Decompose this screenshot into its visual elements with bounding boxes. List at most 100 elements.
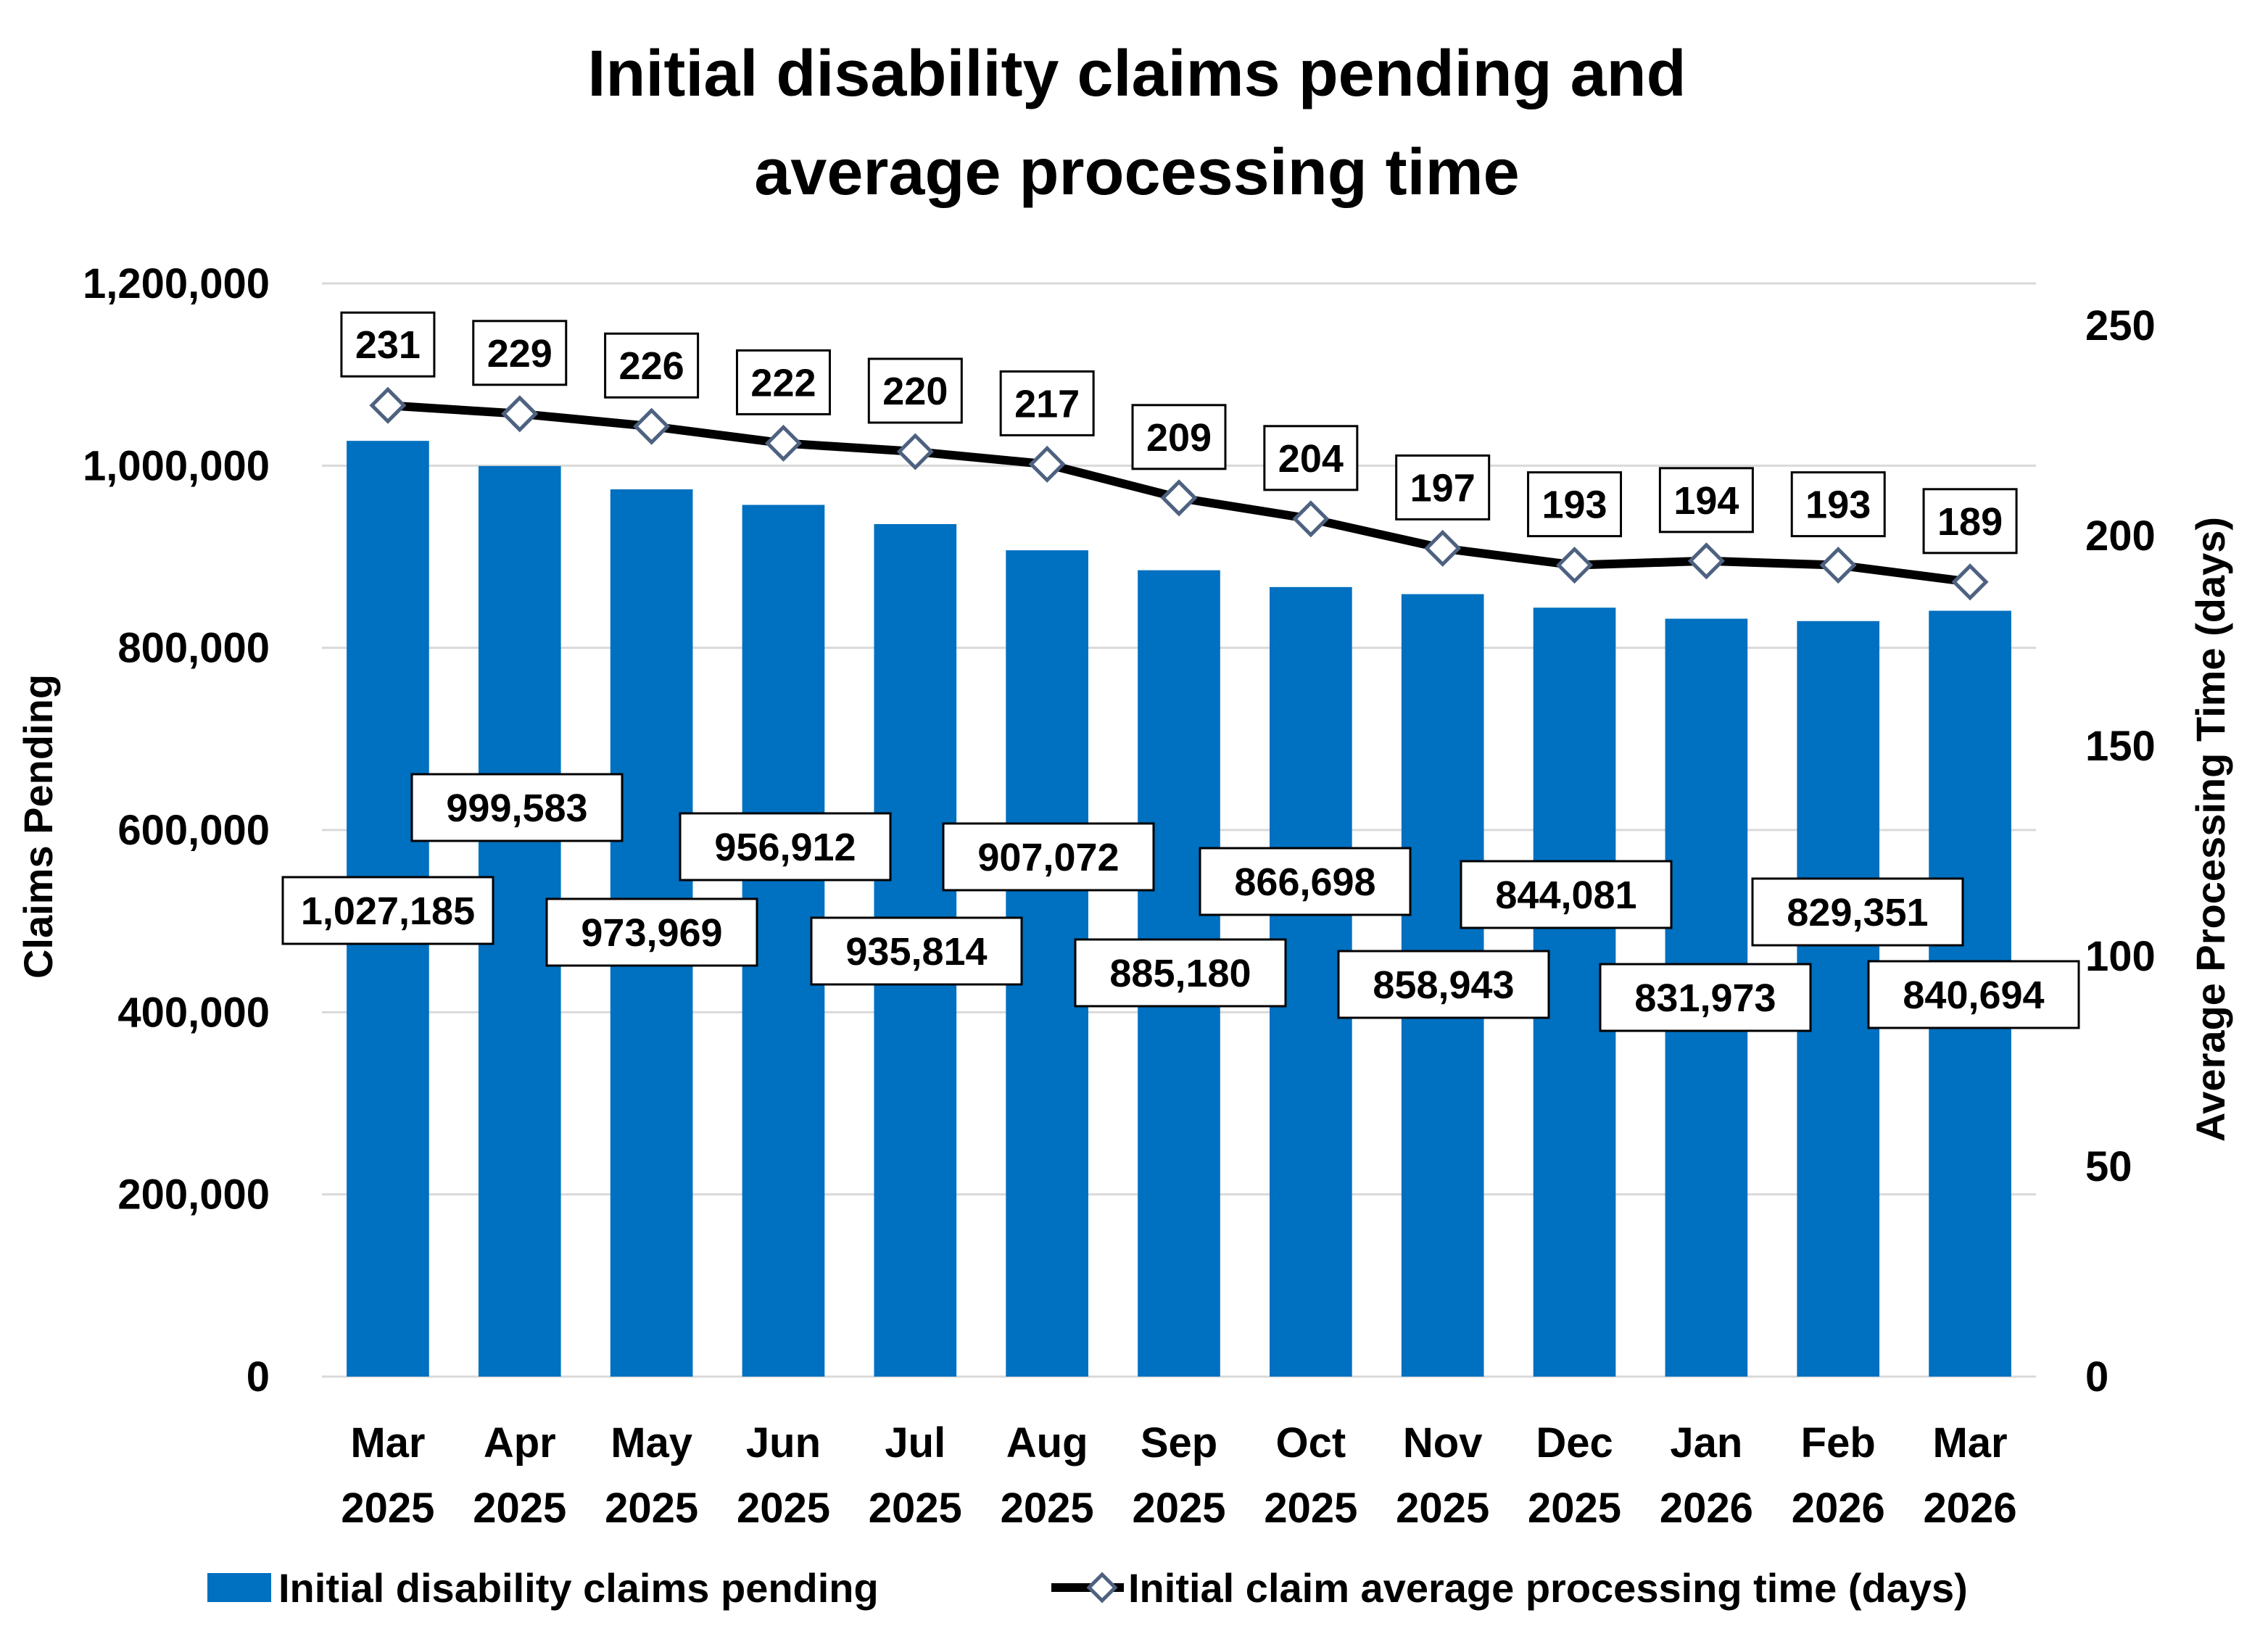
- y-tick-label: 1,000,000: [83, 442, 270, 489]
- diamond-marker: [1160, 479, 1198, 517]
- y-tick-label: 800,000: [117, 625, 270, 672]
- x-tick-label-year: 2025: [1264, 1485, 1357, 1532]
- line-data-label: 194: [1673, 479, 1739, 523]
- x-tick-label-month: Mar: [350, 1419, 425, 1466]
- x-tick-label-month: Aug: [1006, 1419, 1088, 1466]
- line-data-label: 193: [1541, 484, 1607, 527]
- x-tick-label-year: 2025: [1132, 1485, 1225, 1532]
- y-tick-label: 400,000: [117, 989, 270, 1036]
- y2-tick-label: 0: [2085, 1353, 2108, 1401]
- diamond-marker: [1951, 563, 1989, 601]
- bar-data-label: 973,969: [581, 911, 722, 955]
- diamond-marker: [1687, 542, 1725, 580]
- bar-data-label-box: [1199, 847, 1412, 916]
- bar-data-label: 866,698: [1234, 860, 1375, 904]
- line-data-label-box: [867, 357, 963, 424]
- bar-data-label-box: [1460, 860, 1673, 929]
- x-tick-label-month: Nov: [1403, 1419, 1483, 1466]
- x-tick-label-year: 2025: [473, 1485, 566, 1532]
- bar-data-label: 829,351: [1787, 891, 1928, 934]
- bar-data-label: 831,973: [1634, 976, 1776, 1020]
- line-data-label: 204: [1278, 437, 1344, 481]
- x-tick-label-month: Jun: [746, 1419, 821, 1466]
- bar-data-label: 844,081: [1495, 874, 1636, 917]
- diamond-marker: [1556, 547, 1594, 584]
- x-tick-label-month: Jan: [1670, 1419, 1742, 1466]
- bar-data-label: 858,943: [1373, 963, 1514, 1007]
- diamond-marker: [1819, 547, 1857, 584]
- chart-title-line-2: average processing time: [754, 136, 1519, 209]
- legend-label-bars: Initial disability claims pending: [278, 1565, 879, 1611]
- bar-data-label: 1,027,185: [301, 889, 475, 933]
- y2-tick-label: 100: [2085, 933, 2156, 980]
- line-data-label: 193: [1805, 484, 1871, 527]
- line-data-label: 209: [1146, 416, 1212, 460]
- x-tick-label-year: 2025: [869, 1485, 962, 1532]
- x-tick-label-year: 2026: [1792, 1485, 1885, 1532]
- line-data-label: 197: [1410, 466, 1476, 510]
- y-axis-title: Claims Pending: [15, 674, 61, 979]
- diamond-marker: [369, 386, 407, 424]
- bar-data-label: 956,912: [714, 826, 856, 869]
- chart-title-line-1: Initial disability claims pending and: [587, 38, 1686, 110]
- diamond-marker: [896, 433, 934, 470]
- line-data-label: 231: [355, 323, 421, 367]
- x-tick-label-month: May: [611, 1419, 692, 1466]
- line-data-label-box: [1790, 471, 1886, 538]
- y-tick-label: 0: [247, 1353, 270, 1401]
- y-tick-label: 200,000: [117, 1171, 270, 1219]
- diamond-marker: [1424, 529, 1462, 567]
- x-tick-label-year: 2026: [1660, 1485, 1753, 1532]
- bar-data-label-box: [1599, 963, 1812, 1032]
- x-tick-label-year: 2026: [1924, 1485, 2017, 1532]
- line-data-label-box: [1527, 471, 1623, 538]
- legend-swatch-bars: [207, 1573, 271, 1602]
- line-data-label: 222: [750, 361, 816, 405]
- bar-data-label-box: [545, 897, 758, 967]
- bar-data-label-box: [1751, 877, 1964, 947]
- bar-data-label: 885,180: [1109, 952, 1251, 995]
- y2-tick-label: 50: [2085, 1143, 2132, 1190]
- x-tick-label-month: Apr: [484, 1419, 556, 1466]
- bar-data-label-box: [1074, 938, 1287, 1008]
- line-data-label-box: [340, 311, 436, 378]
- line-data-label-box: [1658, 467, 1754, 534]
- line-data-label: 217: [1014, 382, 1080, 426]
- x-tick-label-year: 2025: [1001, 1485, 1094, 1532]
- line-data-label-box: [1131, 404, 1227, 470]
- line-data-label: 226: [619, 344, 684, 388]
- bar-data-label-box: [1337, 950, 1550, 1019]
- x-tick-label-month: Dec: [1536, 1419, 1613, 1466]
- bar-data-label: 999,583: [446, 787, 587, 830]
- bar-data-label-box: [410, 773, 624, 842]
- line-data-label: 229: [487, 332, 552, 376]
- bar-data-label-box: [281, 876, 494, 945]
- line-data-label-box: [735, 349, 831, 415]
- line-data-label-box: [1263, 425, 1359, 491]
- legend-label-line: Initial claim average processing time (d…: [1128, 1565, 1968, 1611]
- line-data-label-box: [1395, 454, 1491, 520]
- bar-data-label-box: [679, 812, 892, 881]
- line-data-label: 189: [1937, 500, 2003, 544]
- legend: Initial disability claims pending Initia…: [207, 1565, 1968, 1611]
- bar-data-label: 935,814: [845, 930, 987, 974]
- x-tick-label-year: 2025: [341, 1485, 434, 1532]
- line-data-label-box: [604, 332, 700, 399]
- bar-data-label-box: [942, 822, 1155, 892]
- y-tick-label: 600,000: [117, 807, 270, 854]
- x-tick-label-month: Feb: [1801, 1419, 1876, 1466]
- line-data-label: 220: [882, 370, 948, 413]
- y-tick-label: 1,200,000: [83, 260, 270, 307]
- bar-data-label-box: [1867, 960, 2080, 1029]
- diamond-marker: [1028, 445, 1066, 483]
- diamond-marker: [1292, 500, 1330, 538]
- x-tick-label-year: 2025: [1528, 1485, 1621, 1532]
- bar-data-label-box: [810, 916, 1023, 986]
- x-tick-label-year: 2025: [605, 1485, 698, 1532]
- x-tick-label-month: Mar: [1932, 1419, 2007, 1466]
- line-data-label-box: [472, 320, 568, 386]
- y2-tick-label: 250: [2085, 302, 2156, 349]
- x-tick-label-month: Jul: [885, 1419, 945, 1466]
- diamond-marker: [501, 395, 539, 433]
